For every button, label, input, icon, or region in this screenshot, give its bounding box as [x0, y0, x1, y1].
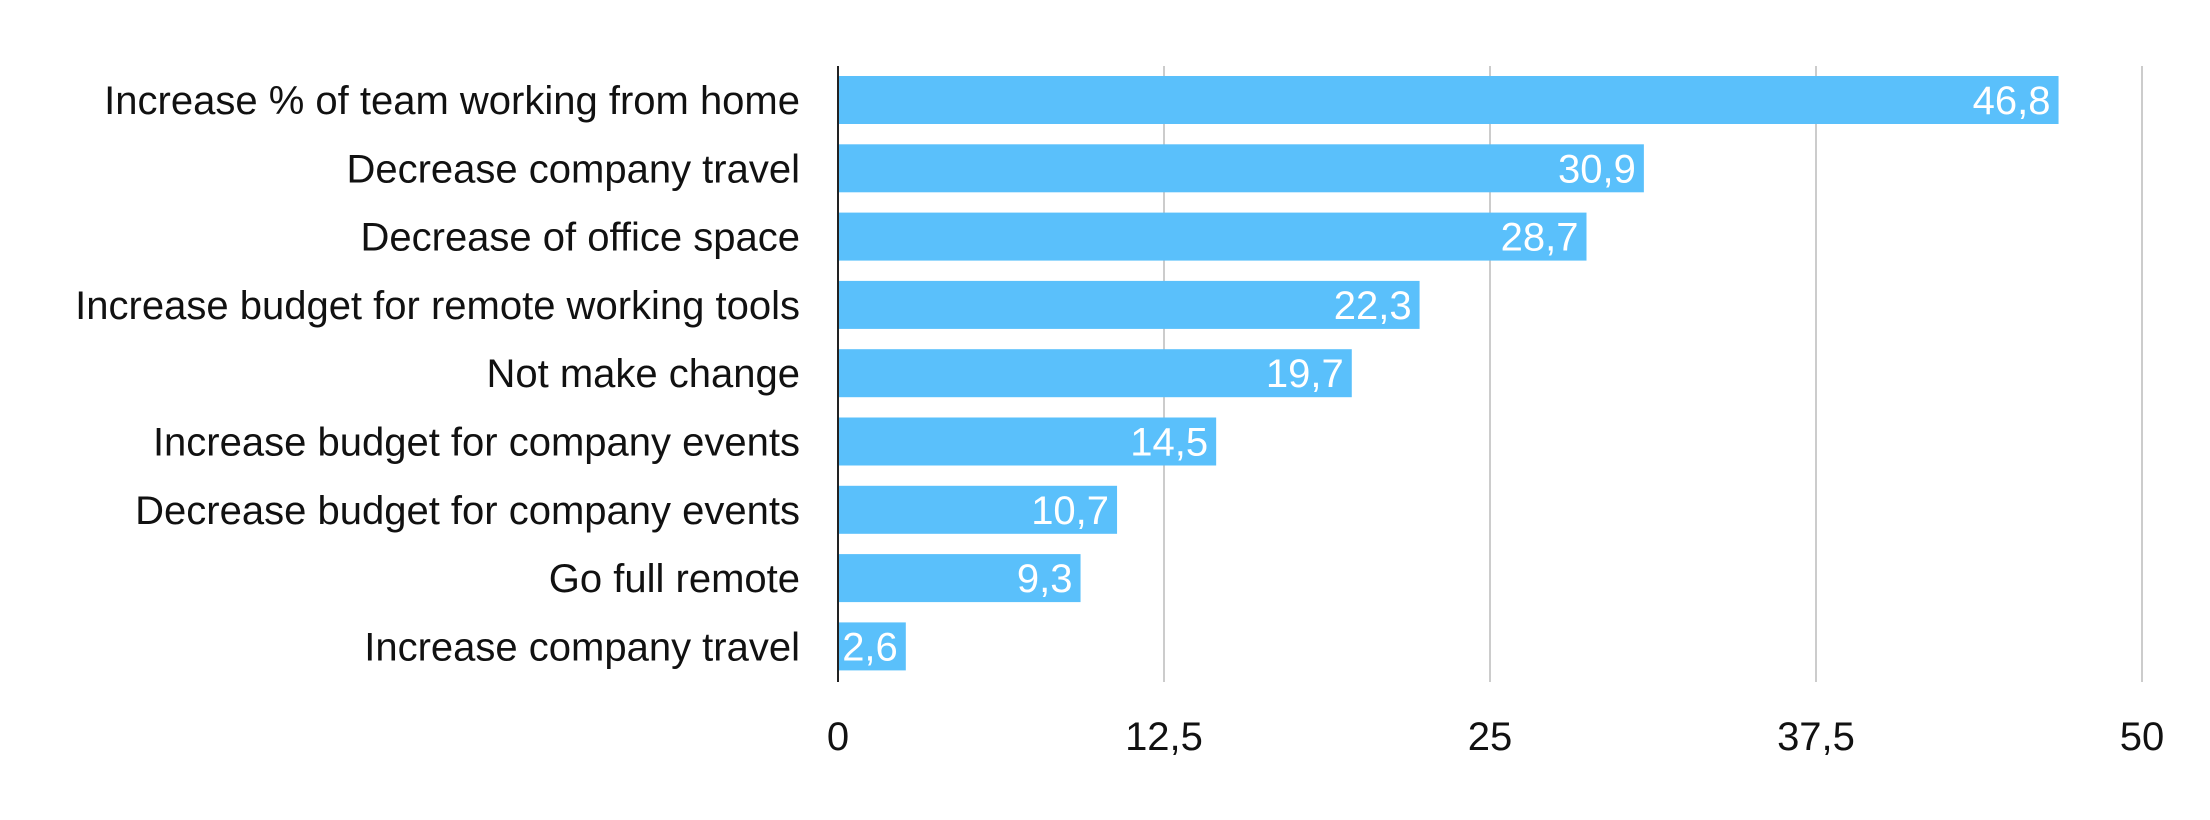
data-label: 10,7 [1031, 489, 1109, 533]
bar [838, 485, 1118, 534]
category-label: Go full remote [549, 557, 800, 601]
data-label: 2,6 [842, 625, 898, 669]
category-label: Increase company travel [364, 625, 800, 669]
category-label: Decrease budget for company events [135, 489, 800, 533]
x-tick-label: 12,5 [1125, 715, 1203, 759]
x-axis-tick-labels: 0 12,5 25 37,5 50 [827, 715, 2164, 759]
data-label: 30,9 [1558, 147, 1636, 191]
x-tick-label: 50 [2120, 715, 2165, 759]
category-labels: Increase % of team working from home Decr… [75, 79, 800, 669]
category-label: Decrease of office space [360, 216, 800, 260]
x-tick-label: 37,5 [1777, 715, 1855, 759]
category-label: Increase budget for company events [153, 421, 800, 465]
bar [838, 144, 1644, 193]
bar [838, 349, 1352, 398]
data-label: 9,3 [1017, 557, 1073, 601]
category-label: Not make change [486, 352, 800, 396]
category-label: Decrease company travel [346, 147, 800, 191]
data-labels: 46,8 30,9 28,7 22,3 19,7 14,5 10,7 9,3 2,6 [842, 79, 2050, 669]
x-tick-label: 0 [827, 715, 849, 759]
bar [838, 76, 2059, 124]
data-label: 22,3 [1334, 284, 1412, 328]
bar [838, 212, 1587, 261]
bar [838, 622, 906, 671]
x-tick-label: 25 [1468, 715, 1513, 759]
category-label: Increase % of team working from home [104, 79, 800, 123]
data-label: 14,5 [1130, 421, 1208, 465]
data-label: 28,7 [1501, 216, 1579, 260]
bars [838, 76, 2059, 671]
data-label: 46,8 [1973, 79, 2051, 123]
bar [838, 417, 1217, 466]
bar [838, 280, 1420, 329]
bar [838, 554, 1081, 603]
data-label: 19,7 [1266, 352, 1344, 396]
category-label: Increase budget for remote working tools [75, 284, 800, 328]
